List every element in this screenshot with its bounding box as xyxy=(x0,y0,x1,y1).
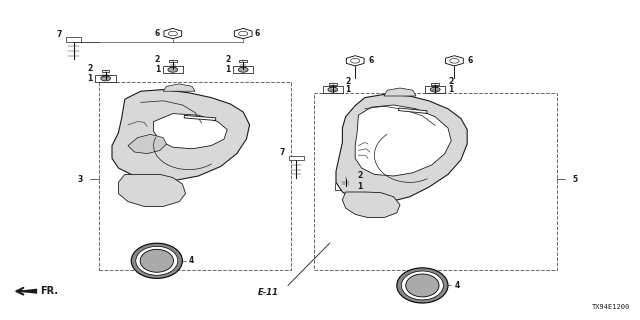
Bar xyxy=(169,60,177,62)
Text: 1: 1 xyxy=(225,65,230,74)
Bar xyxy=(425,86,445,93)
Polygon shape xyxy=(163,84,195,91)
Text: 1: 1 xyxy=(346,85,351,94)
Bar xyxy=(95,75,116,82)
Text: 4: 4 xyxy=(454,281,460,290)
Text: FR.: FR. xyxy=(40,286,58,296)
Circle shape xyxy=(239,31,248,36)
Polygon shape xyxy=(346,56,364,66)
Polygon shape xyxy=(384,88,416,96)
Bar xyxy=(342,177,349,179)
Text: 3: 3 xyxy=(78,175,83,184)
Text: 6: 6 xyxy=(368,56,373,65)
Bar xyxy=(163,67,183,73)
Text: 1: 1 xyxy=(448,85,453,94)
Bar xyxy=(239,60,247,62)
Circle shape xyxy=(430,87,440,92)
Bar xyxy=(314,93,557,270)
Circle shape xyxy=(100,76,111,81)
Text: 6: 6 xyxy=(155,29,160,38)
Polygon shape xyxy=(112,90,250,181)
Bar xyxy=(102,70,109,72)
Polygon shape xyxy=(355,105,451,176)
Polygon shape xyxy=(118,174,186,206)
Ellipse shape xyxy=(131,243,182,278)
Bar xyxy=(289,156,304,160)
Circle shape xyxy=(168,67,178,72)
Circle shape xyxy=(168,31,177,36)
Text: 2: 2 xyxy=(346,77,351,86)
Text: TX94E1200: TX94E1200 xyxy=(592,304,630,310)
Polygon shape xyxy=(154,114,227,149)
Text: 7: 7 xyxy=(57,30,62,39)
Text: 2: 2 xyxy=(155,55,160,64)
Text: 6: 6 xyxy=(255,29,260,38)
Text: 4: 4 xyxy=(189,256,194,265)
Text: 1: 1 xyxy=(155,65,160,74)
Ellipse shape xyxy=(397,268,448,303)
Ellipse shape xyxy=(140,249,173,272)
Text: 7: 7 xyxy=(280,148,285,157)
Polygon shape xyxy=(14,289,37,294)
Bar xyxy=(323,86,343,93)
Polygon shape xyxy=(164,28,182,39)
Ellipse shape xyxy=(136,246,178,275)
Circle shape xyxy=(238,67,248,72)
Bar xyxy=(233,67,253,73)
Bar xyxy=(99,82,291,270)
Text: 2: 2 xyxy=(225,55,230,64)
Bar xyxy=(431,83,439,85)
Text: 1: 1 xyxy=(357,182,362,191)
Polygon shape xyxy=(128,134,166,154)
Text: E-11: E-11 xyxy=(259,288,279,297)
Text: 5: 5 xyxy=(573,175,578,184)
Text: 2: 2 xyxy=(357,172,362,180)
Bar xyxy=(66,37,81,42)
Polygon shape xyxy=(342,192,400,218)
Circle shape xyxy=(328,87,338,92)
Polygon shape xyxy=(445,56,463,66)
Ellipse shape xyxy=(401,271,444,300)
Text: 2: 2 xyxy=(88,64,93,73)
Text: 1: 1 xyxy=(88,74,93,83)
Circle shape xyxy=(450,59,459,63)
Text: 2: 2 xyxy=(448,77,453,86)
Polygon shape xyxy=(336,94,467,203)
Circle shape xyxy=(340,184,351,189)
Polygon shape xyxy=(234,28,252,39)
Ellipse shape xyxy=(406,274,439,297)
Bar xyxy=(335,183,356,189)
Text: 6: 6 xyxy=(467,56,472,65)
Circle shape xyxy=(351,59,360,63)
Bar xyxy=(329,83,337,85)
